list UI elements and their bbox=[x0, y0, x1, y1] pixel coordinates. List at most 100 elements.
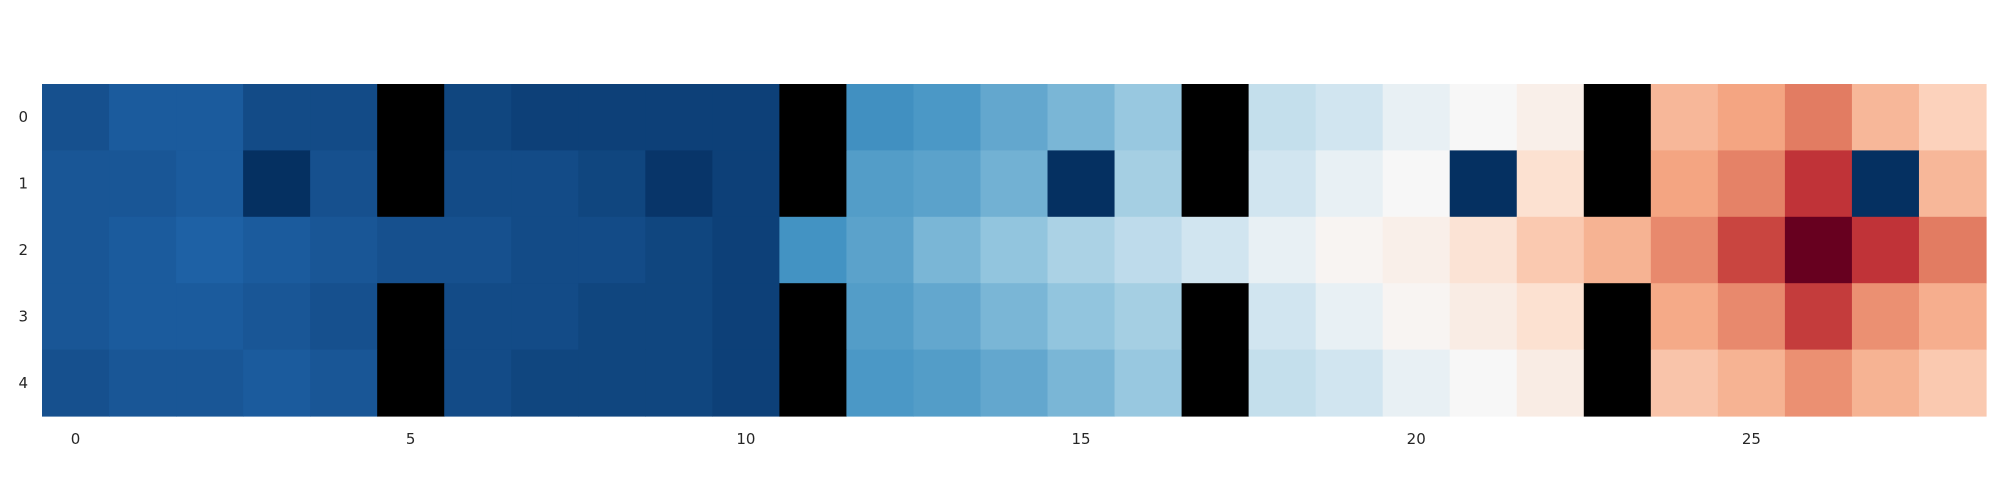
heatmap-cell-r1-c15 bbox=[1047, 150, 1116, 218]
heatmap-cell-r3-c13 bbox=[913, 283, 982, 351]
y-axis: 0 1 2 3 4 bbox=[18, 108, 28, 392]
heatmap-cell-r4-c4 bbox=[310, 349, 378, 417]
x-tick-label: 0 bbox=[71, 430, 81, 448]
heatmap-cell-r2-c10 bbox=[712, 216, 780, 284]
heatmap-cell-r3-c7 bbox=[511, 283, 579, 351]
heatmap-cell-r4-c17 bbox=[1181, 349, 1250, 417]
heatmap-cell-r1-c20 bbox=[1382, 150, 1451, 218]
heatmap-cell-r0-c16 bbox=[1114, 84, 1183, 151]
x-tick-label: 10 bbox=[736, 430, 755, 448]
heatmap-cell-r0-c27 bbox=[1851, 84, 1920, 151]
heatmap-cell-r1-c12 bbox=[846, 150, 915, 218]
heatmap-cell-r0-c26 bbox=[1784, 84, 1853, 151]
heatmap-cell-r3-c8 bbox=[578, 283, 646, 351]
heatmap-cell-r1-c21 bbox=[1449, 150, 1518, 218]
x-tick-label: 5 bbox=[406, 430, 416, 448]
heatmap-cell-r2-c7 bbox=[511, 216, 579, 284]
heatmap-cell-r3-c0 bbox=[42, 283, 110, 351]
heatmap-cell-r4-c25 bbox=[1717, 349, 1786, 417]
heatmap-cell-r2-c8 bbox=[578, 216, 646, 284]
heatmap-cell-r1-c9 bbox=[645, 150, 713, 218]
heatmap-cell-r1-c16 bbox=[1114, 150, 1183, 218]
heatmap-cell-r4-c7 bbox=[511, 349, 579, 417]
heatmap-cell-r1-c13 bbox=[913, 150, 982, 218]
heatmap-cell-r4-c26 bbox=[1784, 349, 1853, 417]
heatmap-cell-r4-c11 bbox=[779, 349, 848, 417]
heatmap-cell-r3-c24 bbox=[1650, 283, 1719, 351]
heatmap-cell-r3-c4 bbox=[310, 283, 378, 351]
heatmap-cell-r1-c10 bbox=[712, 150, 780, 218]
heatmap-cell-r0-c28 bbox=[1918, 84, 1987, 151]
heatmap-cell-r3-c27 bbox=[1851, 283, 1920, 351]
heatmap-cell-r1-c24 bbox=[1650, 150, 1719, 218]
heatmap-cells bbox=[42, 84, 1987, 417]
heatmap-cell-r1-c22 bbox=[1516, 150, 1585, 218]
heatmap-cell-r2-c14 bbox=[980, 216, 1049, 284]
heatmap-cell-r1-c7 bbox=[511, 150, 579, 218]
heatmap-cell-r3-c26 bbox=[1784, 283, 1853, 351]
heatmap-cell-r0-c10 bbox=[712, 84, 780, 151]
heatmap-cell-r4-c0 bbox=[42, 349, 110, 417]
heatmap-cell-r0-c24 bbox=[1650, 84, 1719, 151]
heatmap-cell-r4-c13 bbox=[913, 349, 982, 417]
heatmap-cell-r0-c12 bbox=[846, 84, 915, 151]
heatmap-cell-r2-c25 bbox=[1717, 216, 1786, 284]
heatmap-cell-r4-c9 bbox=[645, 349, 713, 417]
heatmap-cell-r1-c1 bbox=[109, 150, 177, 218]
heatmap-cell-r4-c21 bbox=[1449, 349, 1518, 417]
heatmap-cell-r0-c17 bbox=[1181, 84, 1250, 151]
heatmap-cell-r2-c4 bbox=[310, 216, 378, 284]
heatmap-cell-r1-c3 bbox=[243, 150, 311, 218]
heatmap-cell-r2-c3 bbox=[243, 216, 311, 284]
heatmap-cell-r0-c9 bbox=[645, 84, 713, 151]
heatmap-cell-r2-c21 bbox=[1449, 216, 1518, 284]
heatmap-cell-r3-c28 bbox=[1918, 283, 1987, 351]
heatmap-cell-r2-c16 bbox=[1114, 216, 1183, 284]
heatmap-cell-r0-c13 bbox=[913, 84, 982, 151]
heatmap-cell-r2-c5 bbox=[377, 216, 445, 284]
heatmap-cell-r4-c20 bbox=[1382, 349, 1451, 417]
heatmap-cell-r1-c17 bbox=[1181, 150, 1250, 218]
heatmap-cell-r0-c11 bbox=[779, 84, 848, 151]
heatmap-cell-r3-c18 bbox=[1248, 283, 1317, 351]
heatmap-cell-r1-c28 bbox=[1918, 150, 1987, 218]
heatmap-cell-r0-c2 bbox=[176, 84, 244, 151]
heatmap-cell-r0-c22 bbox=[1516, 84, 1585, 151]
heatmap-cell-r4-c5 bbox=[377, 349, 445, 417]
heatmap-cell-r0-c1 bbox=[109, 84, 177, 151]
heatmap-cell-r4-c8 bbox=[578, 349, 646, 417]
heatmap-cell-r1-c23 bbox=[1583, 150, 1652, 218]
heatmap-cell-r0-c19 bbox=[1315, 84, 1384, 151]
heatmap-cell-r3-c21 bbox=[1449, 283, 1518, 351]
heatmap-cell-r3-c12 bbox=[846, 283, 915, 351]
heatmap-cell-r1-c5 bbox=[377, 150, 445, 218]
y-tick-label: 3 bbox=[18, 307, 28, 325]
heatmap-cell-r3-c15 bbox=[1047, 283, 1116, 351]
heatmap-cell-r2-c9 bbox=[645, 216, 713, 284]
heatmap-cell-r0-c18 bbox=[1248, 84, 1317, 151]
heatmap-cell-r1-c27 bbox=[1851, 150, 1920, 218]
heatmap-cell-r0-c8 bbox=[578, 84, 646, 151]
heatmap-cell-r2-c12 bbox=[846, 216, 915, 284]
y-tick-label: 0 bbox=[18, 108, 28, 126]
heatmap-cell-r1-c4 bbox=[310, 150, 378, 218]
heatmap-cell-r2-c26 bbox=[1784, 216, 1853, 284]
heatmap-cell-r2-c11 bbox=[779, 216, 848, 284]
heatmap-cell-r0-c20 bbox=[1382, 84, 1451, 151]
heatmap-cell-r3-c25 bbox=[1717, 283, 1786, 351]
x-tick-label: 20 bbox=[1407, 430, 1426, 448]
heatmap-cell-r1-c8 bbox=[578, 150, 646, 218]
heatmap-cell-r3-c17 bbox=[1181, 283, 1250, 351]
x-tick-label: 15 bbox=[1071, 430, 1090, 448]
heatmap-cell-r3-c1 bbox=[109, 283, 177, 351]
heatmap-cell-r2-c20 bbox=[1382, 216, 1451, 284]
heatmap-cell-r1-c19 bbox=[1315, 150, 1384, 218]
heatmap-cell-r1-c14 bbox=[980, 150, 1049, 218]
heatmap-cell-r3-c11 bbox=[779, 283, 848, 351]
heatmap-cell-r3-c10 bbox=[712, 283, 780, 351]
heatmap-cell-r1-c18 bbox=[1248, 150, 1317, 218]
heatmap-cell-r2-c6 bbox=[444, 216, 512, 284]
heatmap-cell-r3-c5 bbox=[377, 283, 445, 351]
heatmap-cell-r3-c20 bbox=[1382, 283, 1451, 351]
heatmap-cell-r0-c7 bbox=[511, 84, 579, 151]
